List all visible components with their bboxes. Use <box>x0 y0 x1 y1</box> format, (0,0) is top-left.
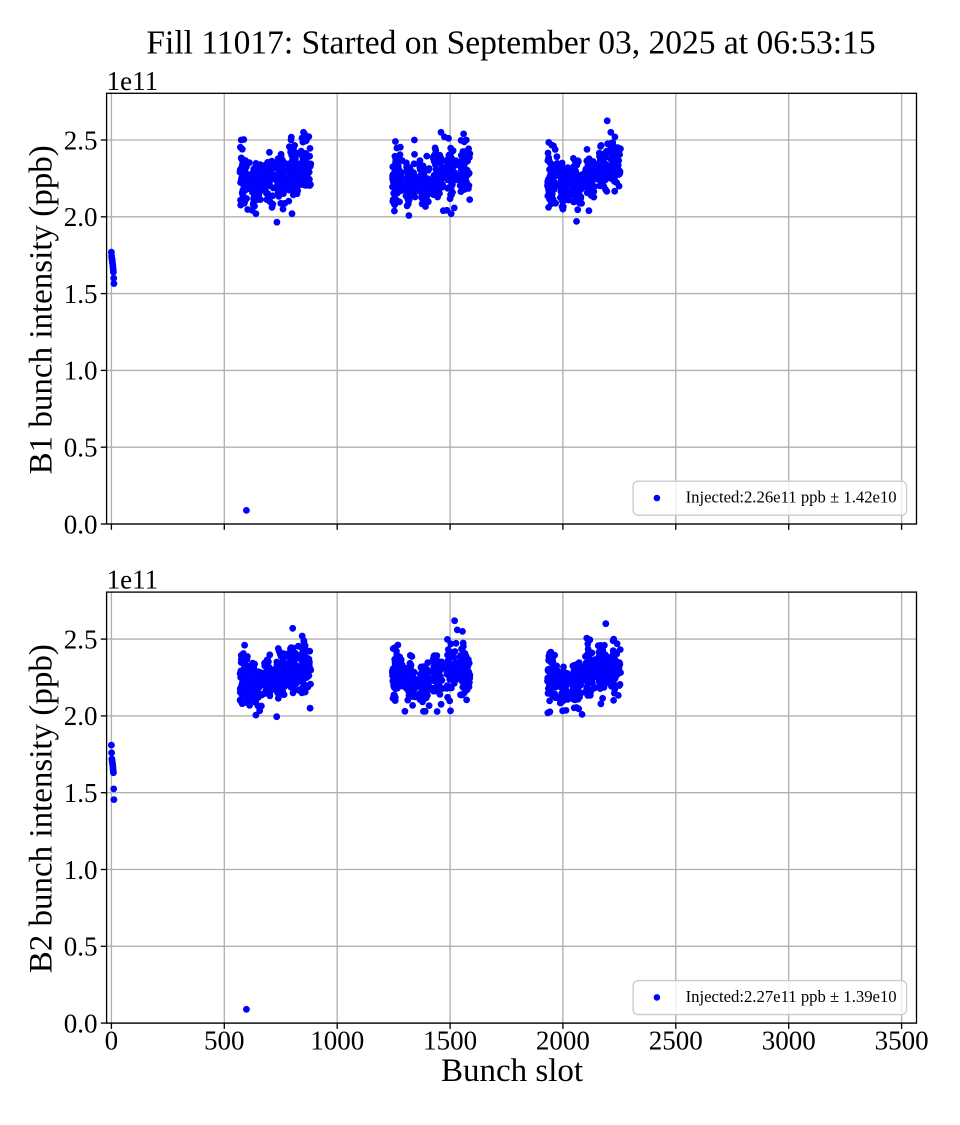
svg-text:0.0: 0.0 <box>64 1008 98 1038</box>
svg-text:2.5: 2.5 <box>64 125 98 155</box>
svg-text:Fill 11017: Started on Septemb: Fill 11017: Started on September 03, 202… <box>146 24 875 61</box>
svg-text:1.5: 1.5 <box>64 778 98 808</box>
svg-text:500: 500 <box>204 1026 245 1056</box>
svg-text:2500: 2500 <box>649 1026 703 1056</box>
svg-text:0: 0 <box>105 1026 119 1056</box>
svg-text:B2 bunch intensity (ppb): B2 bunch intensity (ppb) <box>24 644 60 973</box>
svg-text:3000: 3000 <box>762 1026 816 1056</box>
svg-text:Bunch slot: Bunch slot <box>441 1053 583 1089</box>
svg-text:1.0: 1.0 <box>64 356 98 386</box>
svg-text:2.0: 2.0 <box>64 701 98 731</box>
svg-text:1500: 1500 <box>423 1026 477 1056</box>
svg-text:0.5: 0.5 <box>64 433 98 463</box>
svg-text:1000: 1000 <box>310 1026 364 1056</box>
svg-text:1.5: 1.5 <box>64 279 98 309</box>
svg-text:0.0: 0.0 <box>64 509 98 539</box>
svg-text:0.5: 0.5 <box>64 932 98 962</box>
svg-text:Injected:2.27e11 ppb ± 1.39e10: Injected:2.27e11 ppb ± 1.39e10 <box>686 987 897 1006</box>
svg-text:Injected:2.26e11 ppb ± 1.42e10: Injected:2.26e11 ppb ± 1.42e10 <box>686 488 897 507</box>
svg-text:B1 bunch intensity (ppb): B1 bunch intensity (ppb) <box>24 145 60 474</box>
svg-text:1e11: 1e11 <box>107 66 158 96</box>
svg-text:3500: 3500 <box>875 1026 929 1056</box>
svg-text:2.0: 2.0 <box>64 202 98 232</box>
svg-text:1e11: 1e11 <box>107 565 158 595</box>
svg-text:2000: 2000 <box>536 1026 590 1056</box>
svg-text:2.5: 2.5 <box>64 624 98 654</box>
svg-text:1.0: 1.0 <box>64 855 98 885</box>
